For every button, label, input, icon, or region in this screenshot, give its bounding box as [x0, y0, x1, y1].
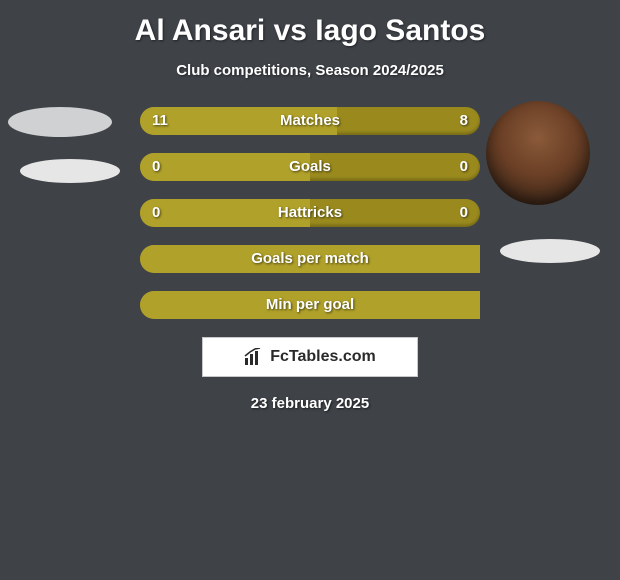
stat-value-right: 0	[460, 153, 468, 181]
snapshot-date: 23 february 2025	[0, 395, 620, 412]
stat-label: Goals per match	[140, 245, 480, 273]
stat-label: Min per goal	[140, 291, 480, 319]
stat-label: Hattricks	[140, 199, 480, 227]
player-right-shadow	[500, 239, 600, 263]
stat-label: Goals	[140, 153, 480, 181]
player-left-shadow	[20, 159, 120, 183]
chart-icon	[244, 348, 264, 366]
stat-label: Matches	[140, 107, 480, 135]
stat-row: Min per goal	[140, 291, 480, 319]
page-title: Al Ansari vs Iago Santos	[0, 0, 620, 48]
stat-row: 0Goals0	[140, 153, 480, 181]
source-badge: FcTables.com	[202, 337, 418, 377]
comparison-panel: 11Matches80Goals00Hattricks0Goals per ma…	[0, 107, 620, 412]
stat-row: Goals per match	[140, 245, 480, 273]
stat-value-right: 0	[460, 199, 468, 227]
stat-row: 0Hattricks0	[140, 199, 480, 227]
stat-row: 11Matches8	[140, 107, 480, 135]
stat-bars: 11Matches80Goals00Hattricks0Goals per ma…	[140, 107, 480, 319]
player-left-avatar	[8, 107, 112, 137]
player-right-avatar	[486, 101, 590, 205]
source-badge-text: FcTables.com	[270, 348, 376, 366]
stat-value-right: 8	[460, 107, 468, 135]
subtitle: Club competitions, Season 2024/2025	[0, 62, 620, 79]
